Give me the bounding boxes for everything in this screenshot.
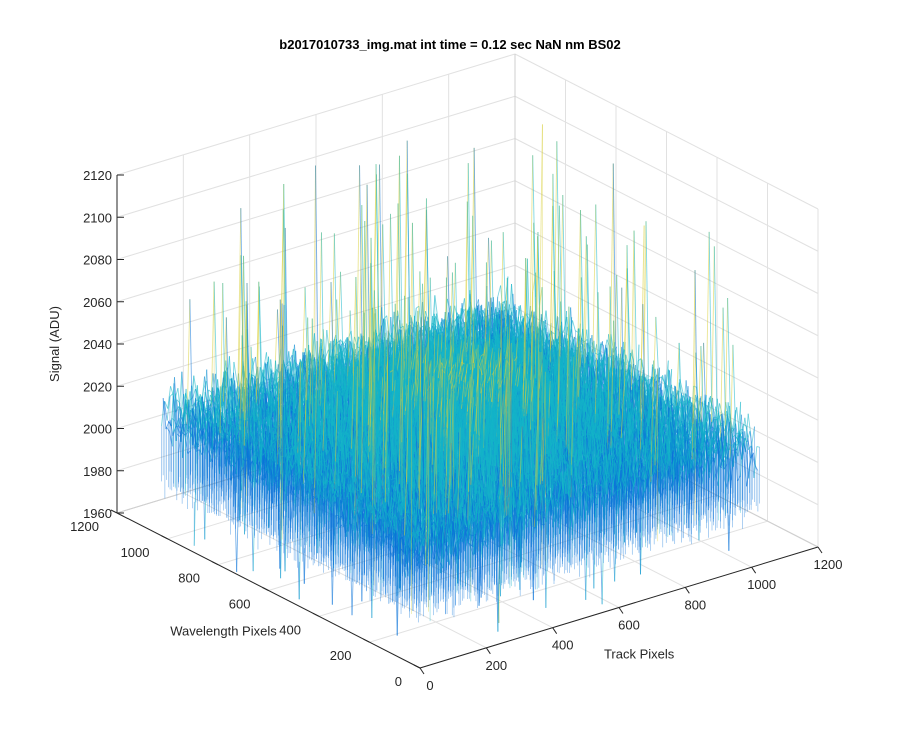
signal-surface bbox=[161, 124, 759, 635]
surface-trace bbox=[209, 390, 212, 392]
chart-title: b2017010733_img.mat int time = 0.12 sec … bbox=[0, 37, 900, 52]
surface-trace bbox=[170, 394, 173, 397]
surface-trace bbox=[326, 350, 329, 357]
surface-trace bbox=[167, 427, 170, 431]
surface-trace bbox=[498, 285, 501, 296]
